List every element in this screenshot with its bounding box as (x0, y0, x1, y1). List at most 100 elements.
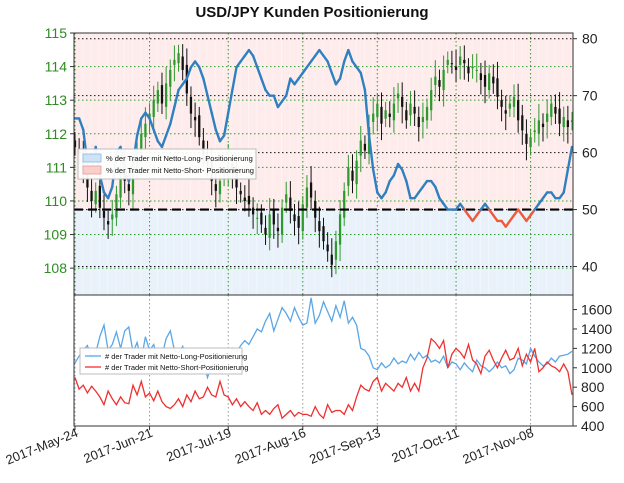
candle-body (483, 74, 487, 87)
bg-stripe (421, 33, 423, 295)
price-tick-label: 115 (45, 25, 68, 41)
candle-body (152, 100, 155, 117)
bg-stripe (471, 33, 473, 295)
candle-body (148, 113, 151, 119)
price-tick-label: 109 (44, 227, 68, 243)
candle-body (459, 56, 462, 65)
count-tick-label: 1400 (581, 321, 612, 337)
candle-body (417, 116, 420, 128)
candle-body (164, 83, 168, 107)
candle-body (521, 115, 524, 131)
bg-stripe (479, 33, 481, 295)
price-tick-label: 113 (45, 92, 68, 108)
net-long-line-segment (400, 168, 408, 183)
candle-body (430, 90, 433, 111)
net-long-line-segment (338, 60, 346, 80)
bg-stripe (504, 33, 506, 295)
net-long-line-segment (347, 48, 354, 63)
candle-body (280, 207, 284, 235)
candle-body (111, 214, 114, 220)
candle-body (297, 216, 300, 228)
candle-body (512, 96, 516, 107)
bg-stripe (363, 33, 365, 295)
short-zone-bg (74, 33, 573, 210)
legend-long-swatch (82, 153, 102, 163)
candle-body (546, 113, 549, 123)
bg-stripe (305, 33, 307, 295)
candle-body (421, 116, 425, 123)
bg-stripe (463, 33, 465, 295)
candle-body (169, 69, 172, 87)
candle-body (247, 195, 251, 205)
candle-body (177, 53, 180, 64)
candle-body (106, 221, 110, 225)
candle-body (413, 106, 416, 114)
candle-body (463, 59, 466, 64)
net-long-line-segment (251, 54, 259, 69)
bg-stripe (388, 33, 390, 295)
candle-body (496, 78, 499, 97)
net-long-line-segment (566, 145, 574, 171)
candle-body (500, 100, 503, 107)
bg-stripe (546, 33, 548, 295)
net-long-line-segment (326, 60, 333, 75)
pct-tick-label: 80 (582, 31, 598, 47)
bg-stripe (297, 33, 299, 295)
candle-body (202, 140, 205, 154)
bg-stripe (314, 33, 316, 295)
count-tick-label: 1600 (581, 302, 612, 318)
bg-stripe (571, 33, 572, 295)
candle-body (189, 96, 193, 114)
net-long-line-segment (222, 111, 230, 137)
candle-body (214, 184, 217, 191)
bg-stripe (521, 33, 523, 295)
net-long-line-segment (392, 162, 400, 177)
candle-body (351, 170, 354, 181)
candle-body (405, 110, 408, 121)
count-tick-label: 1200 (581, 340, 612, 356)
bg-stripe (322, 33, 324, 295)
net-long-line-segment (231, 65, 238, 92)
candle-body (94, 190, 97, 205)
candle-body (160, 85, 164, 104)
bg-stripe (330, 33, 332, 295)
candle-body (144, 123, 147, 138)
candle-body (218, 180, 222, 195)
candle-body (276, 227, 280, 232)
count-tick-label: 1000 (581, 360, 612, 376)
net-long-line-segment (198, 65, 205, 80)
price-tick-label: 110 (45, 193, 68, 209)
candle-body (343, 190, 346, 218)
candle-body (425, 106, 429, 121)
candle-body (570, 120, 574, 123)
net-long-line-segment (256, 65, 263, 80)
candle-body (550, 103, 553, 117)
bg-stripe (289, 33, 291, 295)
date-tick-label: 2017-Jul-19 (164, 425, 233, 465)
candle-body (434, 76, 437, 86)
candle-body (102, 211, 106, 218)
candle-body (450, 63, 454, 65)
net-long-line-segment (210, 111, 218, 132)
net-long-line-segment (372, 168, 379, 194)
candle-body (492, 76, 495, 84)
candle-body (562, 116, 565, 128)
date-tick-label: 2017-Aug-16 (233, 425, 308, 467)
candle-body (372, 113, 375, 123)
candle-body (467, 66, 470, 74)
candle-body (243, 197, 246, 201)
date-tick-label: 2017-Jun-21 (81, 425, 154, 466)
candle-body (115, 194, 118, 218)
bg-stripe (562, 33, 564, 295)
bottom-panel-frame (73, 294, 574, 427)
bg-stripe (272, 33, 274, 295)
candle-body (305, 187, 309, 208)
candle-body (181, 56, 184, 70)
net-long-line-segment (202, 77, 209, 97)
count-tick-label: 600 (581, 399, 605, 415)
candle-body (442, 69, 445, 91)
legend-count-short-label: # der Trader mit Netto-Short-Positionier… (105, 363, 248, 372)
candle-body (119, 170, 122, 198)
candle-body (285, 194, 288, 203)
bg-stripe (446, 33, 448, 295)
